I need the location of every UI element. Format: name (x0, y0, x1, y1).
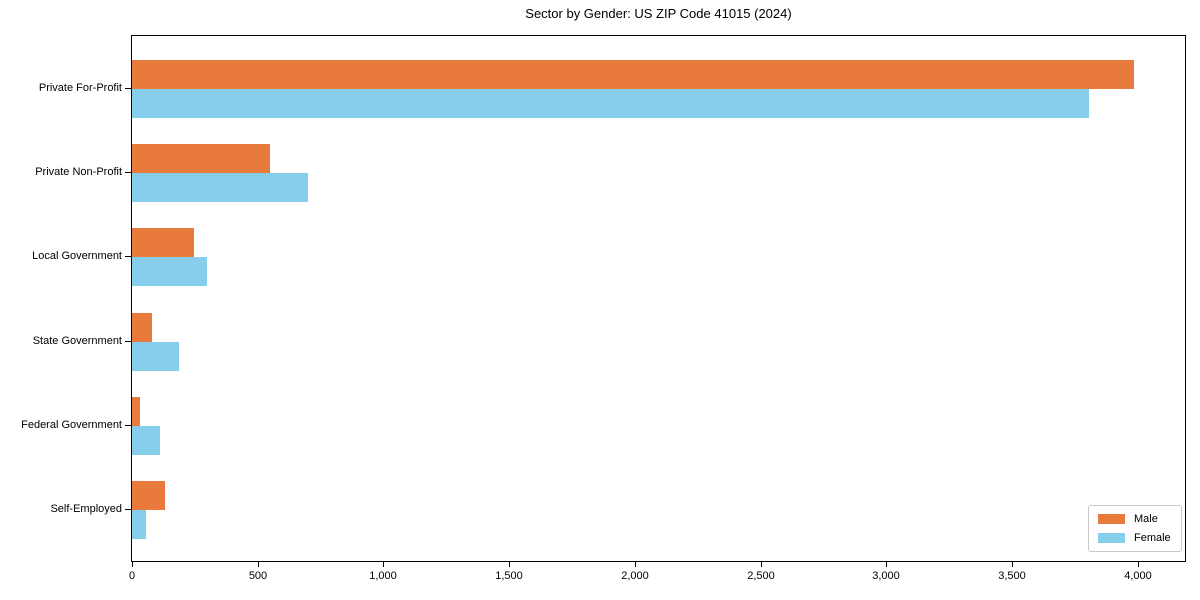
y-tick-label-state-government: State Government (32, 335, 122, 347)
bar-female-self-employed (132, 510, 146, 539)
chart-title: Sector by Gender: US ZIP Code 41015 (202… (525, 6, 792, 21)
bar-male-state-government (132, 313, 152, 342)
x-tick-label-500: 500 (248, 570, 268, 582)
bar-female-federal-government (132, 426, 160, 455)
bar-male-local-government (132, 228, 194, 257)
bar-male-federal-government (132, 397, 140, 426)
y-tick-label-private-for-profit: Private For-Profit (38, 82, 122, 94)
x-tick-label-3000: 3,000 (872, 570, 900, 582)
x-tick-mark (886, 562, 887, 567)
x-tick-mark (258, 562, 259, 567)
x-tick-mark (635, 562, 636, 567)
x-tick-mark (761, 562, 762, 567)
x-tick-label-2500: 2,500 (747, 570, 775, 582)
y-tick-mark (125, 172, 131, 173)
x-tick-label-1500: 1,500 (495, 570, 523, 582)
x-tick-mark (1012, 562, 1013, 567)
plot-area (131, 35, 1186, 562)
legend-label-male: Male (1134, 513, 1158, 525)
x-tick-mark (1138, 562, 1139, 567)
legend-entry-female: Female (1098, 532, 1172, 544)
y-tick-label-self-employed: Self-Employed (50, 503, 122, 515)
y-tick-label-local-government: Local Government (32, 250, 122, 262)
legend-label-female: Female (1134, 532, 1171, 544)
y-tick-label-federal-government: Federal Government (21, 419, 122, 431)
bar-female-local-government (132, 257, 207, 286)
x-tick-label-2000: 2,000 (621, 570, 649, 582)
y-tick-mark (125, 425, 131, 426)
bar-male-self-employed (132, 481, 165, 510)
y-tick-mark (125, 341, 131, 342)
x-tick-mark (383, 562, 384, 567)
bar-male-private-for-profit (132, 60, 1134, 89)
bar-male-private-non-profit (132, 144, 270, 173)
y-tick-mark (125, 88, 131, 89)
bar-female-private-non-profit (132, 173, 308, 202)
bar-female-state-government (132, 342, 179, 371)
y-tick-mark (125, 256, 131, 257)
x-tick-mark (132, 562, 133, 567)
male-swatch-icon (1098, 514, 1125, 524)
x-tick-label-4000: 4,000 (1124, 570, 1152, 582)
x-tick-label-1000: 1,000 (369, 570, 397, 582)
female-swatch-icon (1098, 533, 1125, 543)
x-tick-label-3500: 3,500 (998, 570, 1026, 582)
bar-female-private-for-profit (132, 89, 1089, 118)
y-tick-mark (125, 509, 131, 510)
legend: Male Female (1088, 505, 1182, 552)
x-tick-label-0: 0 (128, 570, 136, 582)
y-tick-label-private-non-profit: Private Non-Profit (35, 166, 122, 178)
x-tick-mark (509, 562, 510, 567)
legend-entry-male: Male (1098, 513, 1172, 525)
